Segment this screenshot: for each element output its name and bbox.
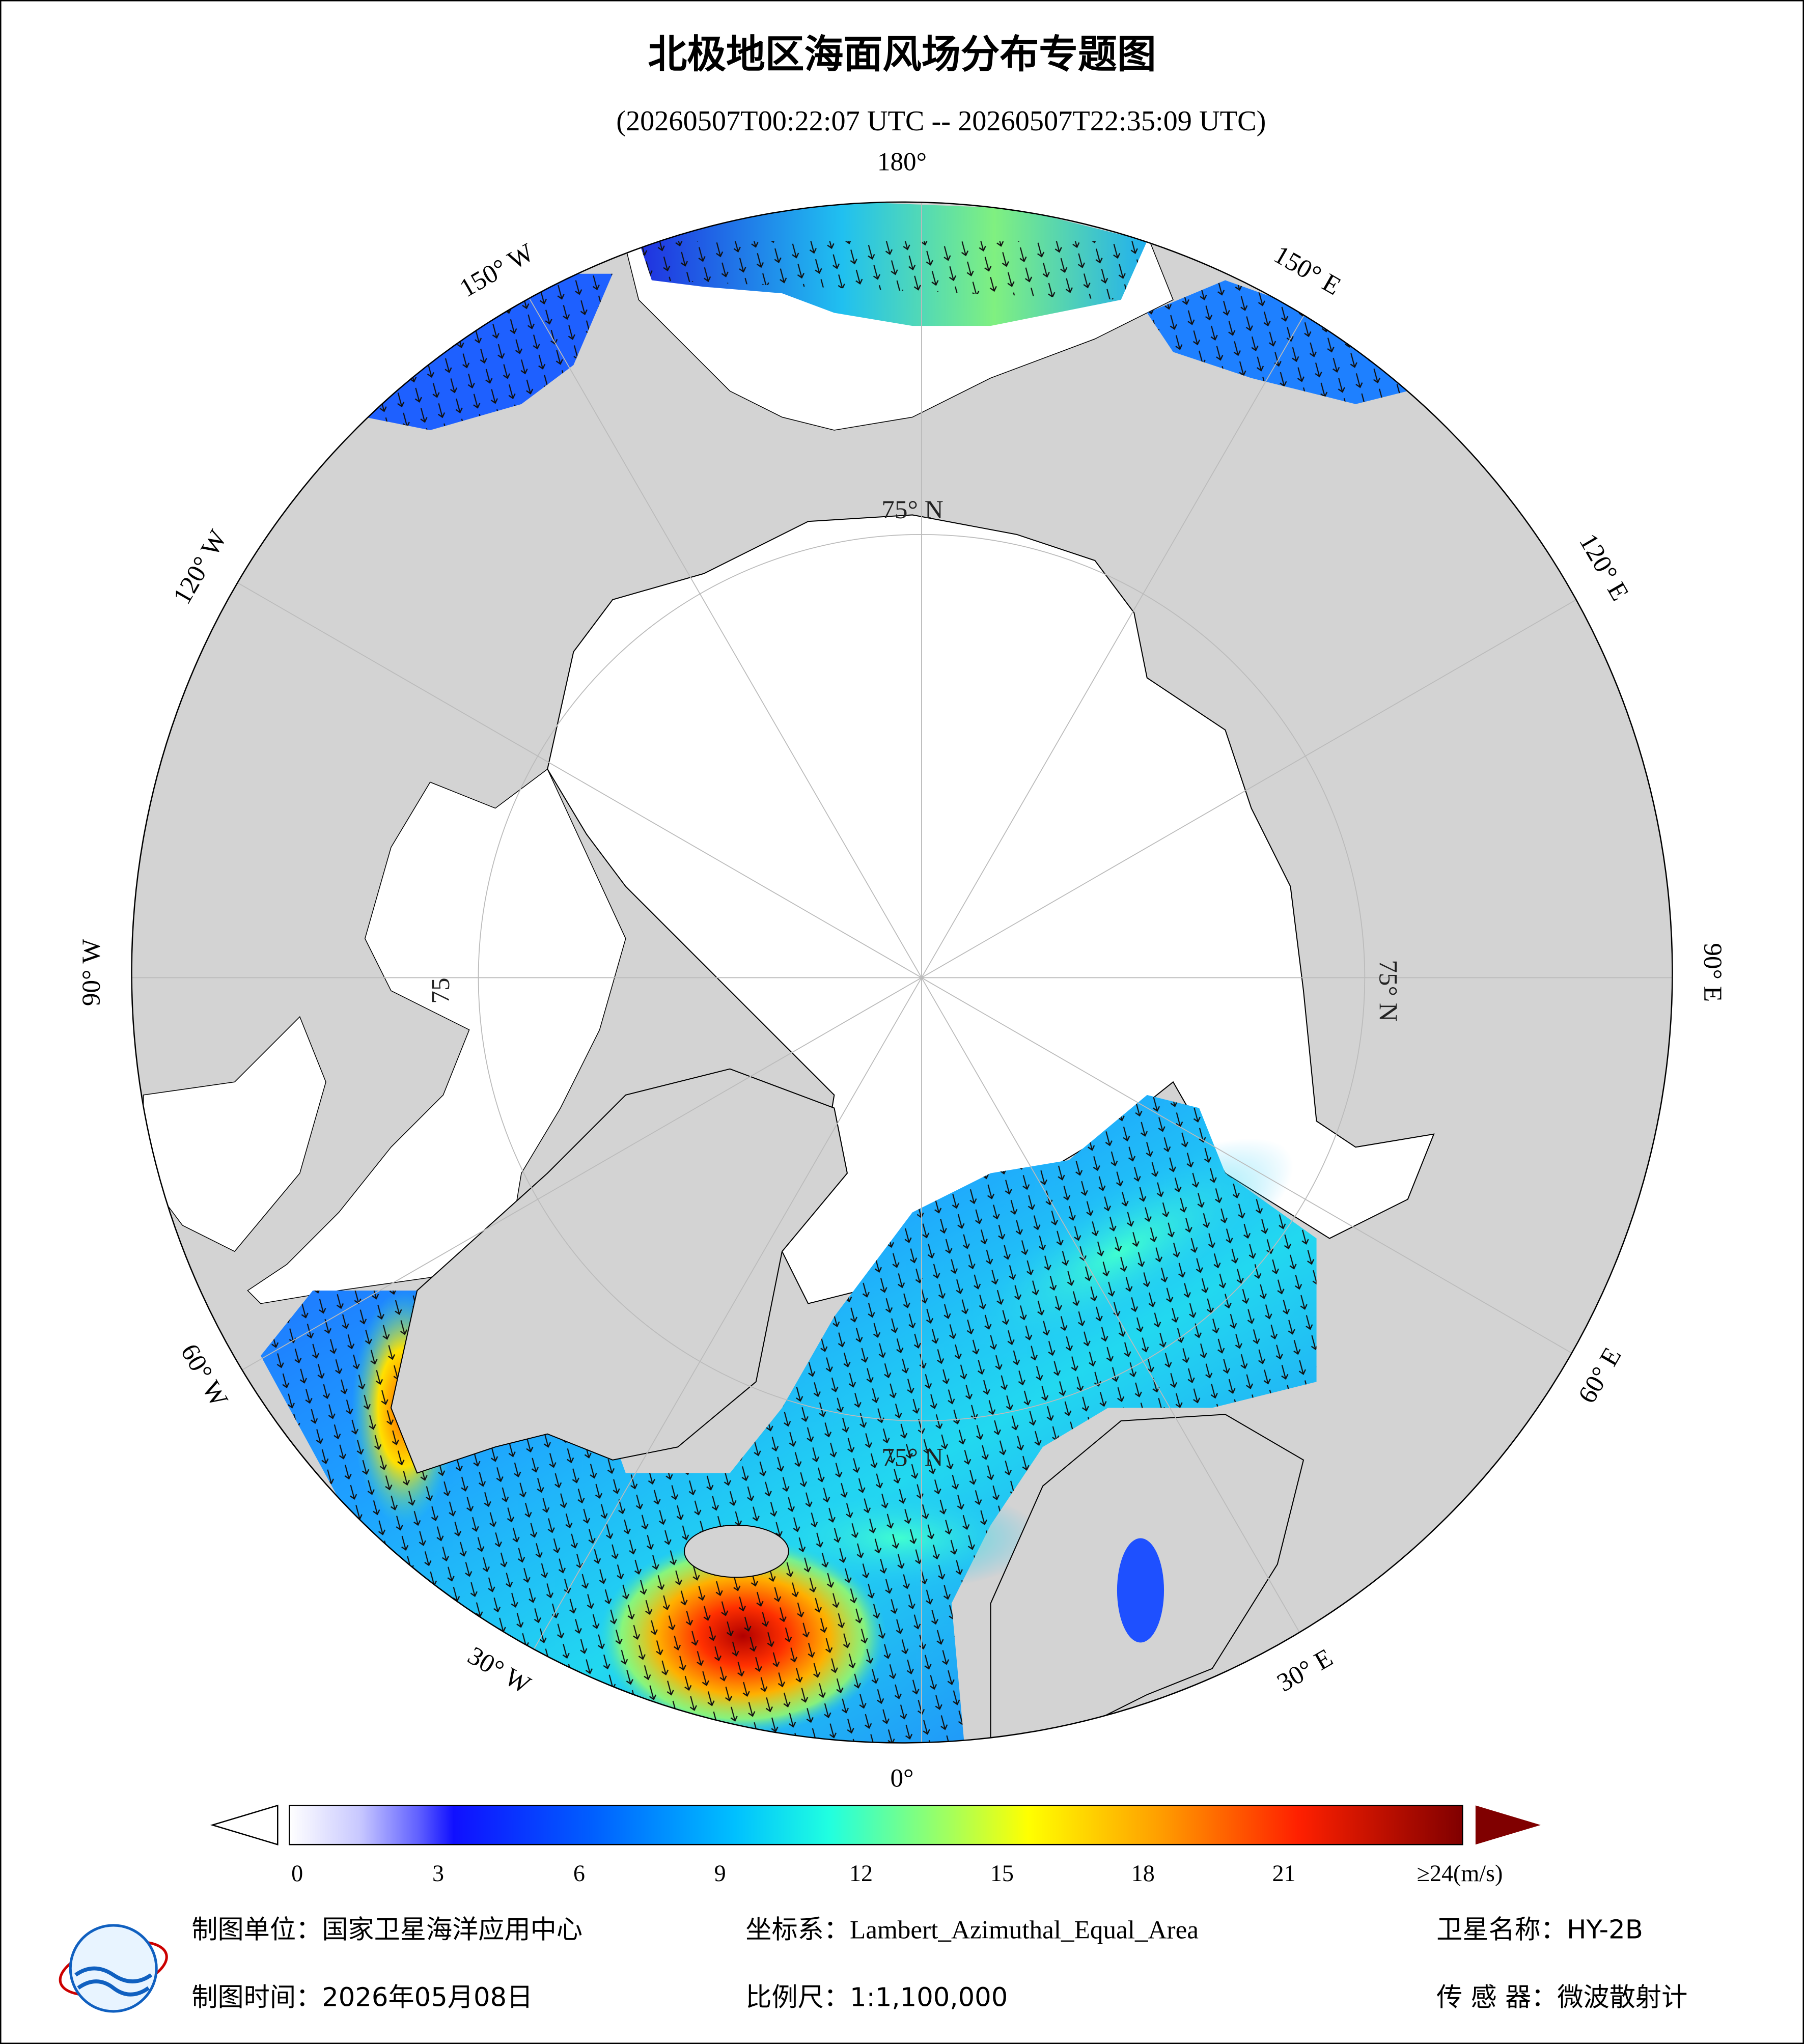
- colorbar-tick-label: 12: [849, 1860, 873, 1886]
- greenland: [390, 1068, 848, 1474]
- meridian: [465, 202, 922, 978]
- footer-scale: 比例尺：1:1,100,000: [745, 1982, 1008, 2013]
- footer-sensor: 传 感 器：微波散射计: [1436, 1982, 1687, 2013]
- longitude-label: 60° E: [1572, 1342, 1627, 1408]
- baltic-wind: [1117, 1538, 1164, 1643]
- logo: [59, 1924, 168, 2013]
- meridian: [921, 202, 1378, 978]
- canadian-channels: [247, 768, 626, 1304]
- colorbar-max-label: ≥24(m/s): [1417, 1860, 1503, 1886]
- latitude-label: 75° N: [1374, 960, 1403, 1021]
- map-border: [131, 201, 1673, 1744]
- longitude-label: 180°: [877, 147, 927, 176]
- footer: 制图单位：国家卫星海洋应用中心 坐标系：Lambert_Azimuthal_Eq…: [191, 1915, 1687, 2013]
- latitude-label: 75° N: [881, 495, 943, 524]
- map: [131, 202, 1673, 1743]
- longitude-label: 150° E: [1269, 240, 1346, 301]
- footer-unit: 制图单位：国家卫星海洋应用中心: [191, 1915, 582, 1945]
- colorbar-tick-label: 0: [291, 1860, 303, 1886]
- meridian: [465, 977, 922, 1743]
- colorbar-tick-label: 21: [1272, 1860, 1296, 1886]
- footer-date: 制图时间：2026年05月08日: [191, 1982, 533, 2013]
- footer-satellite: 卫星名称：HY-2B: [1436, 1915, 1643, 1945]
- title: 北极地区海面风场分布专题图: [648, 32, 1156, 77]
- meridian: [131, 521, 922, 978]
- longitude-label: 60° W: [175, 1339, 234, 1412]
- latitude-label: 75: [426, 977, 455, 1003]
- subtitle: (20260507T00:22:07 UTC -- 20260507T22:35…: [616, 105, 1266, 137]
- footer-projection: 坐标系：Lambert_Azimuthal_Equal_Area: [745, 1916, 1199, 1945]
- colorbar: 0 3 6 9 12 15 18 21 ≥24(m/s): [210, 1804, 1541, 1886]
- longitude-label: 90° E: [1698, 943, 1727, 1002]
- longitude-label: 120° E: [1573, 529, 1634, 606]
- colorbar-min-arrow: [210, 1804, 279, 1845]
- longitude-label: 30° W: [463, 1641, 536, 1700]
- meridian: [131, 977, 922, 1435]
- longitude-label: 0°: [890, 1764, 913, 1793]
- colorbar-ramp: [289, 1805, 1463, 1845]
- longitude-label: 120° W: [168, 525, 233, 609]
- colorbar-tick-label: 6: [573, 1860, 585, 1886]
- colorbar-max-arrow: [1475, 1805, 1541, 1845]
- colorbar-tick-label: 18: [1131, 1860, 1155, 1886]
- colorbar-tick-label: 9: [714, 1860, 726, 1886]
- colorbar-tick-label: 3: [432, 1860, 444, 1886]
- longitude-label: 150° W: [455, 238, 539, 303]
- colorbar-tick-label: 15: [990, 1860, 1014, 1886]
- longitude-label: 90° W: [77, 939, 106, 1006]
- latitude-label: 75° N: [881, 1443, 943, 1472]
- longitude-label: 30° E: [1272, 1643, 1338, 1697]
- iceland: [683, 1524, 789, 1578]
